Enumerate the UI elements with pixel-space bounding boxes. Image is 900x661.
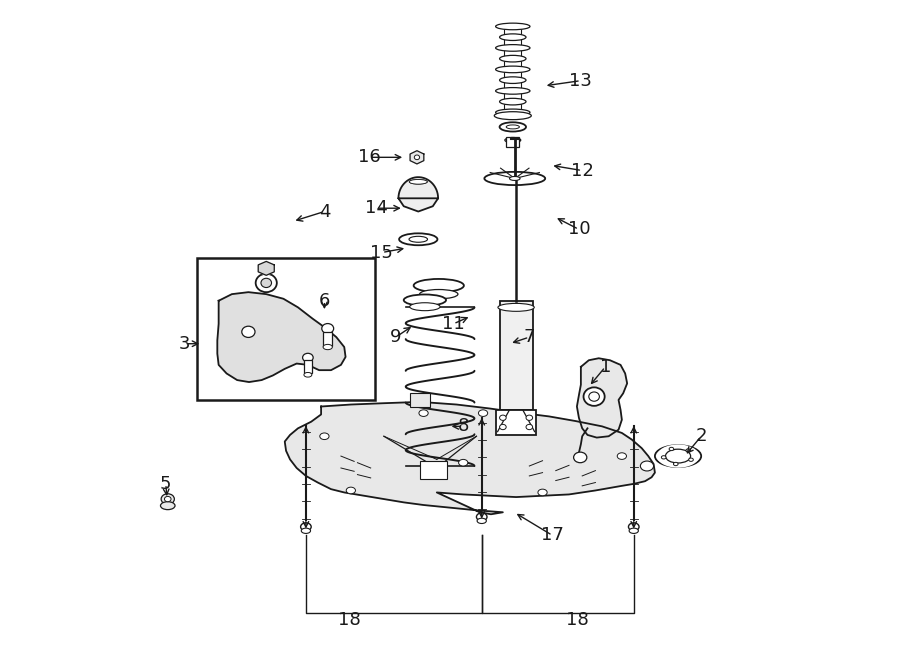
Bar <box>420 461 446 479</box>
Ellipse shape <box>399 233 437 245</box>
Text: 9: 9 <box>390 328 401 346</box>
Ellipse shape <box>506 125 519 129</box>
Text: 18: 18 <box>338 611 361 629</box>
Ellipse shape <box>673 462 678 465</box>
Ellipse shape <box>476 513 487 521</box>
Ellipse shape <box>500 56 526 62</box>
Ellipse shape <box>500 34 526 40</box>
Text: 14: 14 <box>364 199 387 217</box>
Text: 7: 7 <box>524 328 536 346</box>
Ellipse shape <box>589 392 599 401</box>
Ellipse shape <box>500 77 526 83</box>
Ellipse shape <box>242 327 255 337</box>
Polygon shape <box>577 358 627 438</box>
Ellipse shape <box>662 455 666 459</box>
Text: 13: 13 <box>570 71 592 90</box>
Text: 3: 3 <box>178 334 190 353</box>
Text: 17: 17 <box>541 526 564 545</box>
Ellipse shape <box>496 45 530 51</box>
Bar <box>197 258 374 400</box>
Ellipse shape <box>500 122 526 132</box>
Polygon shape <box>284 402 655 514</box>
Bar <box>500 301 533 410</box>
Bar <box>304 360 312 373</box>
Ellipse shape <box>583 387 605 406</box>
Ellipse shape <box>320 433 329 440</box>
Text: 5: 5 <box>160 475 172 493</box>
Bar <box>323 332 332 346</box>
Ellipse shape <box>629 528 638 533</box>
Ellipse shape <box>686 449 690 452</box>
Ellipse shape <box>526 424 533 430</box>
Ellipse shape <box>410 180 427 184</box>
Ellipse shape <box>496 88 530 94</box>
Ellipse shape <box>509 176 520 180</box>
Ellipse shape <box>498 303 535 311</box>
Ellipse shape <box>459 459 468 466</box>
Ellipse shape <box>418 410 428 416</box>
Ellipse shape <box>628 523 639 531</box>
Polygon shape <box>258 262 274 275</box>
Ellipse shape <box>160 502 175 510</box>
Text: 18: 18 <box>566 611 589 629</box>
Polygon shape <box>217 292 346 382</box>
Ellipse shape <box>479 410 488 416</box>
Ellipse shape <box>688 458 693 461</box>
Ellipse shape <box>526 415 533 420</box>
Text: 12: 12 <box>571 161 594 180</box>
Ellipse shape <box>302 528 310 533</box>
Ellipse shape <box>657 444 699 468</box>
Ellipse shape <box>414 279 464 292</box>
Ellipse shape <box>573 452 587 463</box>
Ellipse shape <box>404 295 446 305</box>
Polygon shape <box>410 151 424 164</box>
Ellipse shape <box>496 66 530 73</box>
Ellipse shape <box>500 98 526 105</box>
Text: 11: 11 <box>442 315 464 333</box>
Text: 6: 6 <box>319 292 330 310</box>
Ellipse shape <box>409 237 428 242</box>
Polygon shape <box>399 177 438 212</box>
Text: 16: 16 <box>358 148 381 167</box>
Ellipse shape <box>538 489 547 496</box>
Ellipse shape <box>655 446 701 467</box>
Ellipse shape <box>323 344 332 350</box>
Ellipse shape <box>410 180 427 184</box>
Ellipse shape <box>302 353 313 362</box>
Ellipse shape <box>641 461 653 471</box>
Ellipse shape <box>484 172 545 185</box>
Ellipse shape <box>261 278 272 288</box>
Ellipse shape <box>256 274 277 292</box>
Ellipse shape <box>494 112 531 120</box>
Ellipse shape <box>414 155 419 159</box>
Ellipse shape <box>669 447 674 451</box>
Text: 2: 2 <box>696 427 706 446</box>
Ellipse shape <box>322 324 334 333</box>
Text: 15: 15 <box>371 243 393 262</box>
Ellipse shape <box>477 518 486 524</box>
Ellipse shape <box>301 523 311 531</box>
Ellipse shape <box>617 453 626 459</box>
Ellipse shape <box>410 303 440 311</box>
Bar <box>410 393 430 407</box>
Text: 8: 8 <box>457 417 469 436</box>
Text: 4: 4 <box>319 202 330 221</box>
Ellipse shape <box>165 496 171 502</box>
Ellipse shape <box>346 487 356 494</box>
Ellipse shape <box>665 449 690 463</box>
Ellipse shape <box>496 23 530 30</box>
Ellipse shape <box>304 373 312 377</box>
Ellipse shape <box>496 109 530 116</box>
Bar <box>506 137 519 147</box>
Ellipse shape <box>500 415 506 420</box>
Text: 1: 1 <box>599 358 611 376</box>
Ellipse shape <box>419 290 458 299</box>
Bar <box>496 410 536 435</box>
Ellipse shape <box>161 494 175 504</box>
Ellipse shape <box>500 424 506 430</box>
Text: 10: 10 <box>568 220 590 239</box>
Ellipse shape <box>505 137 521 143</box>
